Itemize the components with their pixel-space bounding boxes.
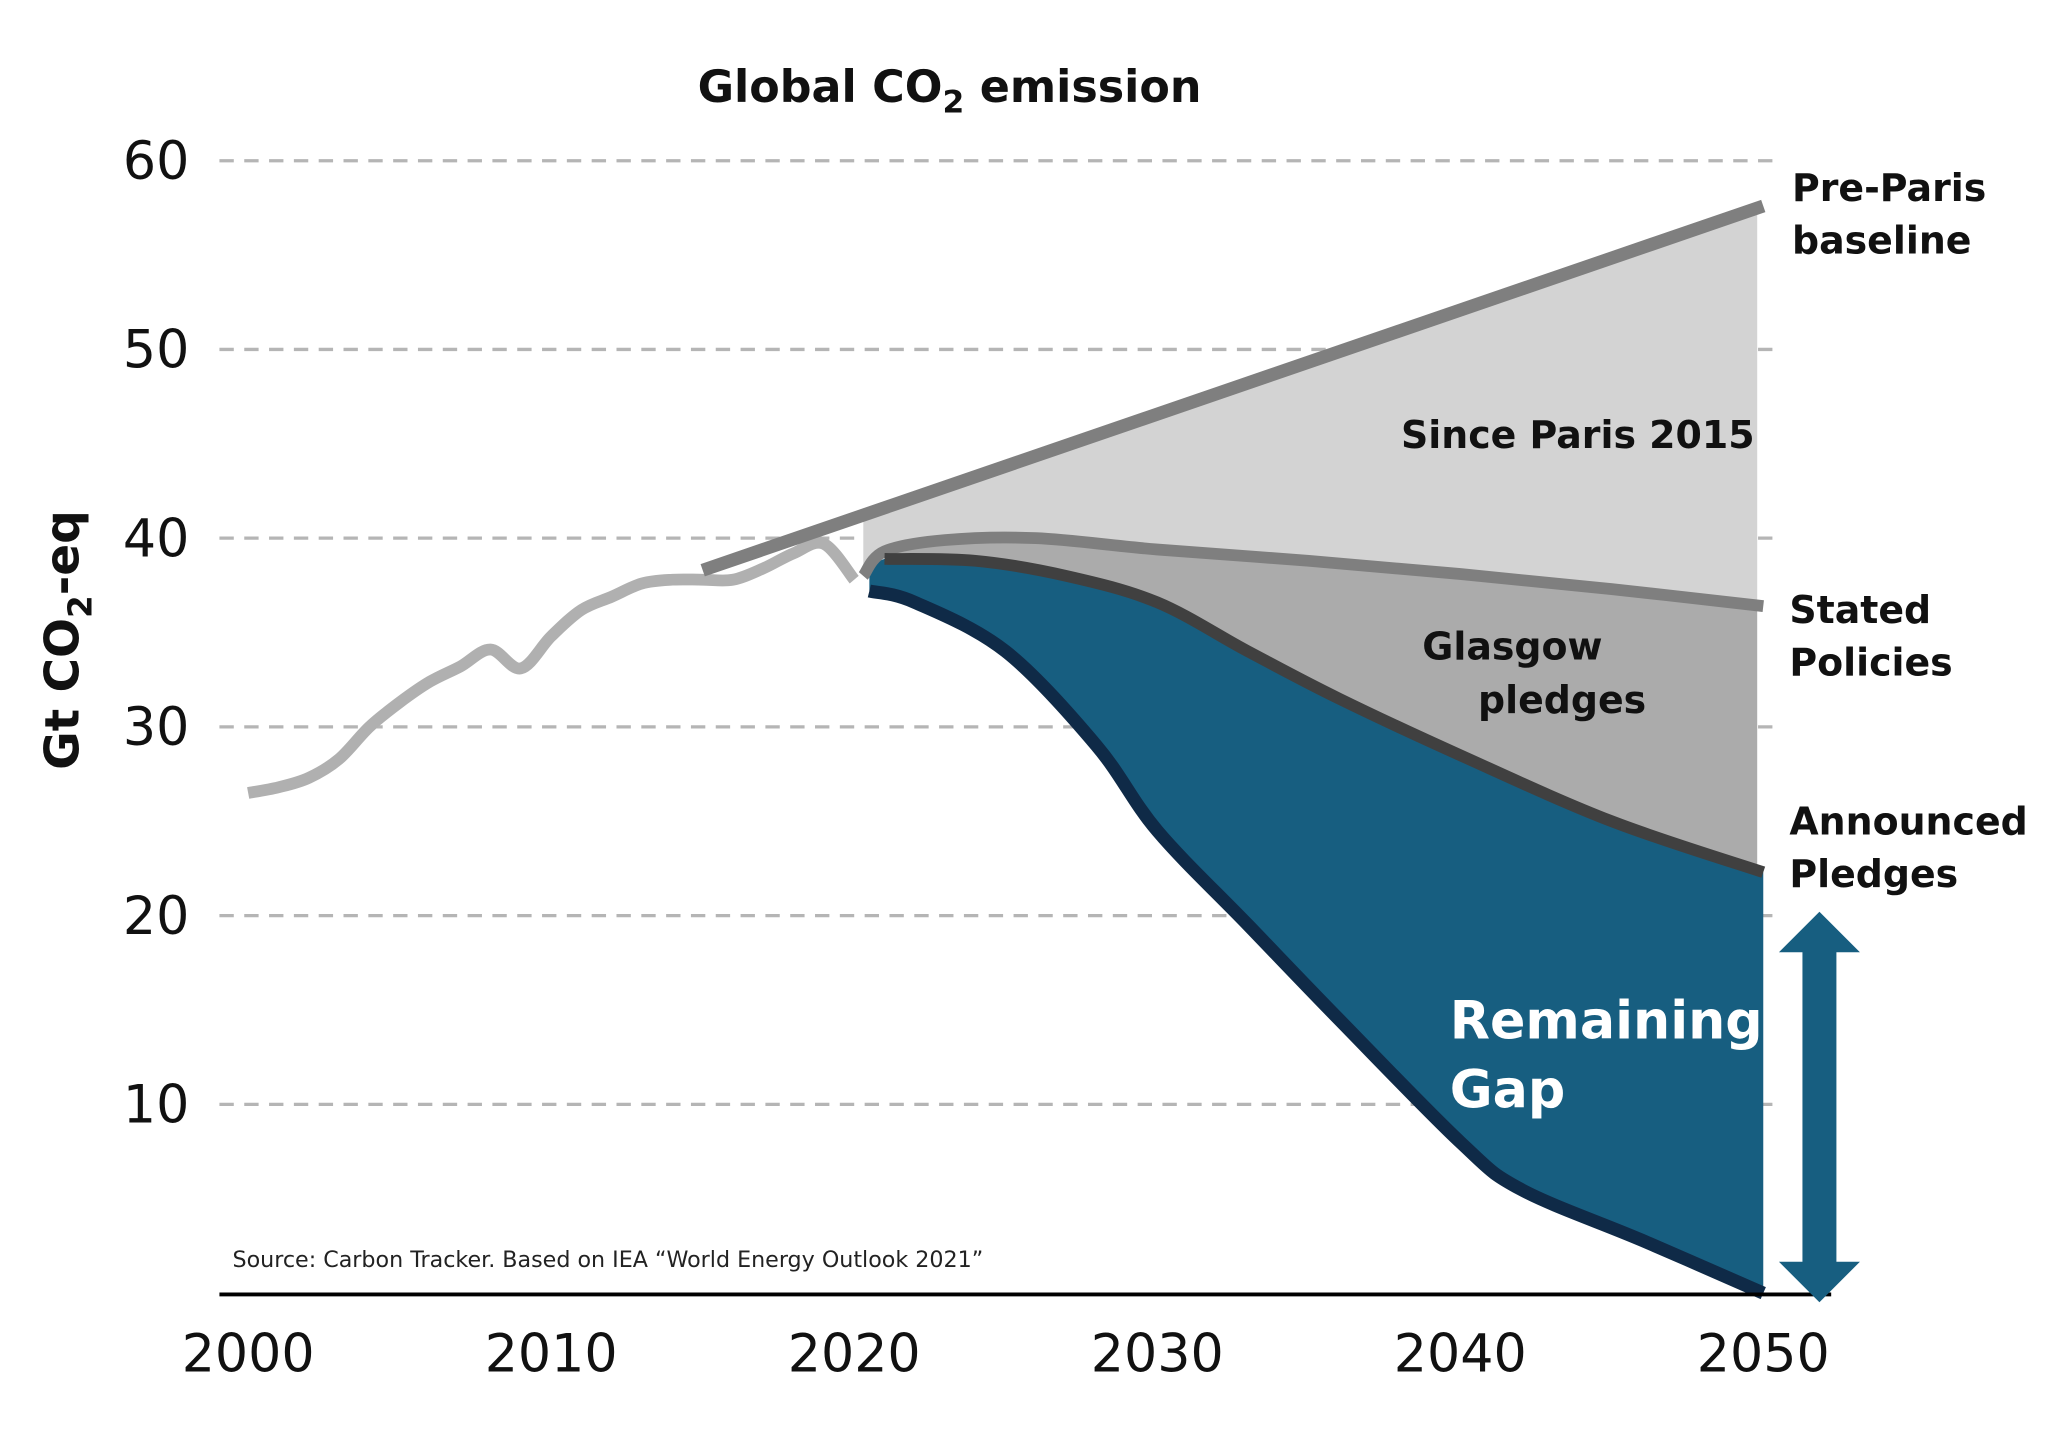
areas xyxy=(863,208,1764,1294)
x-tick-label: 2050 xyxy=(1697,1324,1830,1384)
y-axis-label: Gt CO2-eq xyxy=(35,510,99,770)
x-tick-label: 2040 xyxy=(1394,1324,1527,1384)
y-tick-label: 10 xyxy=(123,1076,189,1136)
series-pre-paris-line xyxy=(700,199,1766,577)
y-tick-labels: 10 20 30 40 50 60 xyxy=(123,132,189,1136)
x-tick-label: 2010 xyxy=(485,1324,618,1384)
end-label-announced: Announced Pledges xyxy=(1789,800,2041,896)
area-remaining-gap xyxy=(869,558,1764,1294)
series-net-zero-line xyxy=(867,584,1766,1300)
y-tick-label: 50 xyxy=(123,321,189,381)
y-tick-label: 20 xyxy=(123,887,189,947)
gap-arrow xyxy=(1778,911,1860,1303)
x-tick-label: 2030 xyxy=(1091,1324,1224,1384)
series-announced-pledges-line xyxy=(884,553,1766,878)
x-tick-labels: 2000 2010 2020 2030 2040 2050 xyxy=(182,1324,1830,1384)
source-note: Source: Carbon Tracker. Based on IEA “Wo… xyxy=(232,1247,983,1273)
series-lines xyxy=(247,199,1766,1300)
series-stated-policies-line xyxy=(858,531,1764,612)
chart-title: Global CO2 emission xyxy=(698,62,1202,120)
end-label-pre-paris: Pre-Paris baseline xyxy=(1792,166,1999,262)
x-tick-label: 2000 xyxy=(182,1324,315,1384)
y-tick-label: 60 xyxy=(123,132,189,192)
area-label-since-paris: Since Paris 2015 xyxy=(1401,413,1755,457)
area-since-paris xyxy=(863,208,1758,606)
area-label-glasgow: Glasgow pledges xyxy=(1422,625,1646,723)
y-tick-label: 40 xyxy=(123,509,189,569)
x-tick-label: 2020 xyxy=(788,1324,921,1384)
area-label-remaining-gap: Remaining Gap xyxy=(1450,991,1781,1120)
y-tick-label: 30 xyxy=(123,698,189,758)
end-label-stated: Stated Policies xyxy=(1789,588,1952,684)
series-historical-line xyxy=(247,536,859,799)
